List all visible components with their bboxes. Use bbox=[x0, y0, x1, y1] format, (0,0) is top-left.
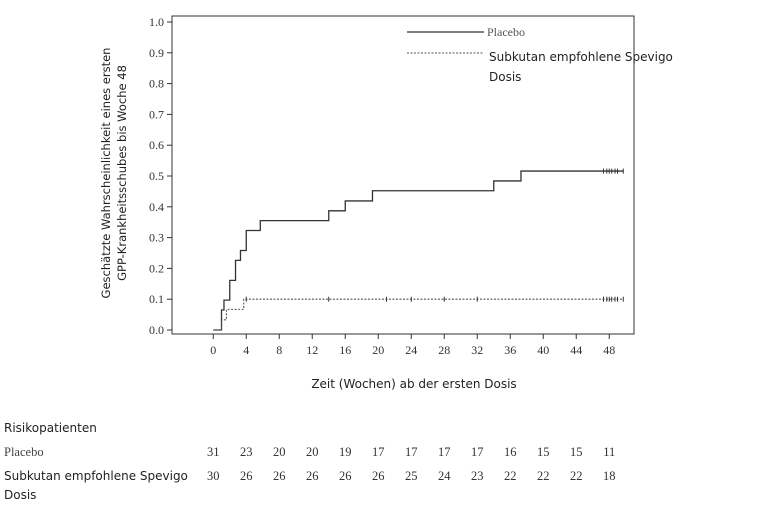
x-tick-label: 44 bbox=[570, 343, 582, 357]
y-tick-label: 1.0 bbox=[149, 15, 164, 29]
legend: Placebo Subkutan empfohlene Spevigo Dosis bbox=[407, 25, 673, 84]
risk-value: 26 bbox=[273, 469, 286, 483]
risk-value: 23 bbox=[471, 469, 484, 483]
plot-frame bbox=[171, 15, 635, 335]
risk-value: 17 bbox=[405, 445, 418, 459]
y-axis-label-line-2: GPP-Krankheitsschubes bis Woche 48 bbox=[115, 65, 129, 281]
risk-row-label-spevigo: Subkutan empfohlene Spevigo Dosis bbox=[4, 469, 188, 502]
x-tick-label: 32 bbox=[471, 343, 483, 357]
y-tick-label: 0.9 bbox=[149, 46, 164, 60]
x-tick-label: 12 bbox=[306, 343, 318, 357]
risk-value: 17 bbox=[438, 445, 451, 459]
risk-value: 18 bbox=[603, 469, 616, 483]
risk-value: 23 bbox=[240, 445, 253, 459]
x-tick-label: 48 bbox=[603, 343, 615, 357]
risk-value: 26 bbox=[339, 469, 352, 483]
x-tick-label: 0 bbox=[210, 343, 216, 357]
x-tick-label: 8 bbox=[276, 343, 282, 357]
risk-value: 20 bbox=[306, 445, 319, 459]
risk-value: 11 bbox=[603, 445, 616, 459]
risk-value: 22 bbox=[570, 469, 583, 483]
x-tick-label: 36 bbox=[504, 343, 516, 357]
risk-value: 15 bbox=[537, 445, 550, 459]
risk-value: 20 bbox=[273, 445, 286, 459]
y-tick-label: 0.2 bbox=[149, 261, 164, 275]
risk-value: 16 bbox=[504, 445, 517, 459]
risk-value: 31 bbox=[207, 445, 220, 459]
x-axis: 0 4 8 12 16 20 24 28 32 36 40 44 48 bbox=[210, 334, 615, 357]
x-tick-label: 4 bbox=[243, 343, 249, 357]
risk-value: 24 bbox=[438, 469, 451, 483]
y-axis: 0.0 0.1 0.2 0.3 0.4 0.5 0.6 0.7 0.8 0.9 1.0 bbox=[149, 15, 172, 337]
risk-value: 15 bbox=[570, 445, 583, 459]
y-tick-label: 0.3 bbox=[149, 231, 164, 245]
y-tick-label: 0.8 bbox=[149, 77, 164, 91]
risk-value: 22 bbox=[504, 469, 517, 483]
risk-value: 25 bbox=[405, 469, 418, 483]
placebo-curve bbox=[213, 170, 624, 331]
risk-value: 17 bbox=[372, 445, 385, 459]
x-axis-label: Zeit (Wochen) ab der ersten Dosis bbox=[311, 377, 516, 391]
x-tick-label: 20 bbox=[372, 343, 384, 357]
y-tick-label: 0.6 bbox=[149, 138, 164, 152]
y-tick-label: 0.0 bbox=[149, 323, 164, 337]
x-tick-label: 28 bbox=[438, 343, 450, 357]
spevigo-curve bbox=[213, 298, 624, 331]
legend-spevigo-label-line-2: Dosis bbox=[489, 70, 521, 84]
risk-value: 22 bbox=[537, 469, 550, 483]
x-tick-label: 40 bbox=[537, 343, 549, 357]
plot-area bbox=[171, 15, 635, 335]
y-tick-label: 0.1 bbox=[149, 292, 164, 306]
risk-table-title: Risikopatienten bbox=[4, 421, 97, 435]
legend-spevigo-label-line-1: Subkutan empfohlene Spevigo bbox=[489, 50, 673, 64]
x-tick-label: 24 bbox=[405, 343, 417, 357]
y-tick-label: 0.7 bbox=[149, 107, 164, 121]
y-tick-label: 0.5 bbox=[149, 169, 164, 183]
risk-row-label-placebo: Placebo bbox=[4, 445, 44, 459]
risk-value: 26 bbox=[240, 469, 253, 483]
risk-value: 30 bbox=[207, 469, 220, 483]
y-tick-label: 0.4 bbox=[149, 200, 164, 214]
y-axis-label-line-1: Geschätzte Wahrscheinlichkeit eines erst… bbox=[99, 48, 113, 299]
risk-value: 26 bbox=[306, 469, 319, 483]
x-tick-label: 16 bbox=[339, 343, 351, 357]
legend-spevigo-label: Subkutan empfohlene Spevigo Dosis bbox=[489, 50, 673, 84]
legend-placebo-label: Placebo bbox=[487, 25, 525, 39]
risk-value: 17 bbox=[471, 445, 484, 459]
risk-value: 19 bbox=[339, 445, 352, 459]
series-layer bbox=[213, 168, 624, 331]
risk-value: 26 bbox=[372, 469, 385, 483]
